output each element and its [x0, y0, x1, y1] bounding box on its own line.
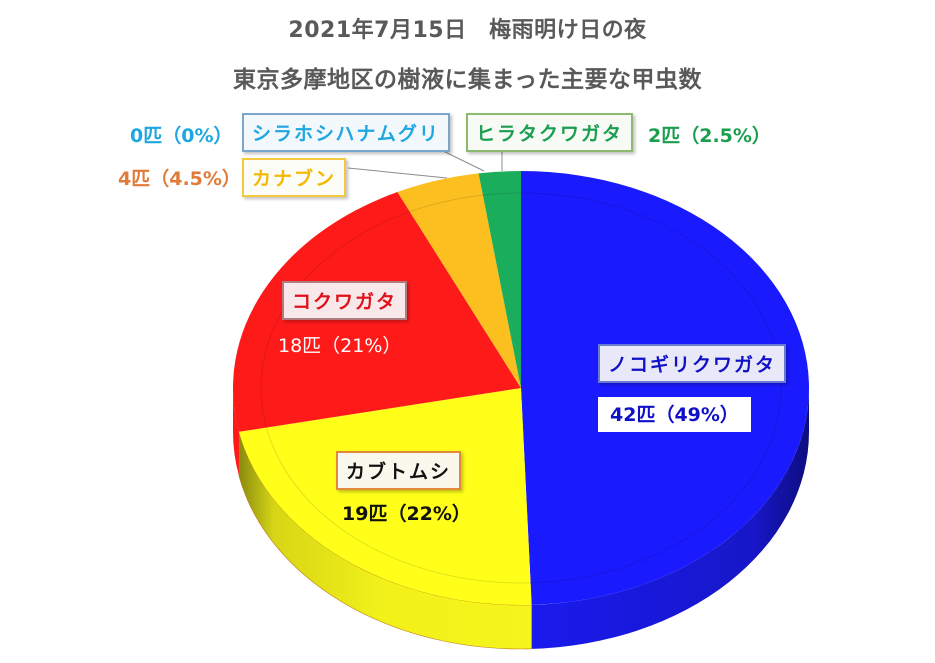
- pie-slice-4[interactable]: カナブン: [397, 173, 521, 388]
- pie-side-1: [531, 388, 809, 649]
- kabutomushi-count-label: 19匹（22%）: [342, 503, 471, 525]
- pie-slice-5[interactable]: ヒラタクワガタ: [478, 171, 521, 388]
- nokogiri-count-label: 42匹（49%）: [598, 397, 751, 432]
- hiratakuwagata-count-label: 2匹（2.5%）: [648, 125, 771, 147]
- shirahoshi-name-callout: シラホシハナムグリ: [242, 113, 450, 152]
- kokuwagata-name-callout: コクワガタ: [282, 281, 408, 320]
- chart-title-line2: 東京多摩地区の樹液に集まった主要な甲虫数: [232, 67, 703, 93]
- kabutomushi-name-callout: カブトムシ: [336, 451, 462, 490]
- chart-title-line1: 2021年7月15日 梅雨明け日の夜: [288, 18, 647, 43]
- shirahoshi-count-label: 0匹（0%）: [130, 125, 233, 147]
- nokogiri-name-callout: ノコギリクワガタ: [598, 344, 787, 383]
- kanabun-count-label: 4匹（4.5%）: [118, 168, 241, 190]
- hiratakuwagata-name-callout: ヒラタクワガタ: [466, 113, 634, 152]
- pie-side: [233, 388, 809, 650]
- kanabun-name-callout: カナブン: [242, 158, 347, 197]
- pie-side-3: [233, 388, 239, 476]
- pie-slice-1[interactable]: ノコギリクワガタ: [521, 171, 809, 605]
- kokuwagata-count-label: 18匹（21%）: [278, 335, 402, 357]
- pie-top: ノコギリクワガタカブトムシ コクワガタカナブンヒラタクワガタ: [233, 171, 809, 605]
- pie-slice-2[interactable]: カブトムシ: [238, 388, 532, 605]
